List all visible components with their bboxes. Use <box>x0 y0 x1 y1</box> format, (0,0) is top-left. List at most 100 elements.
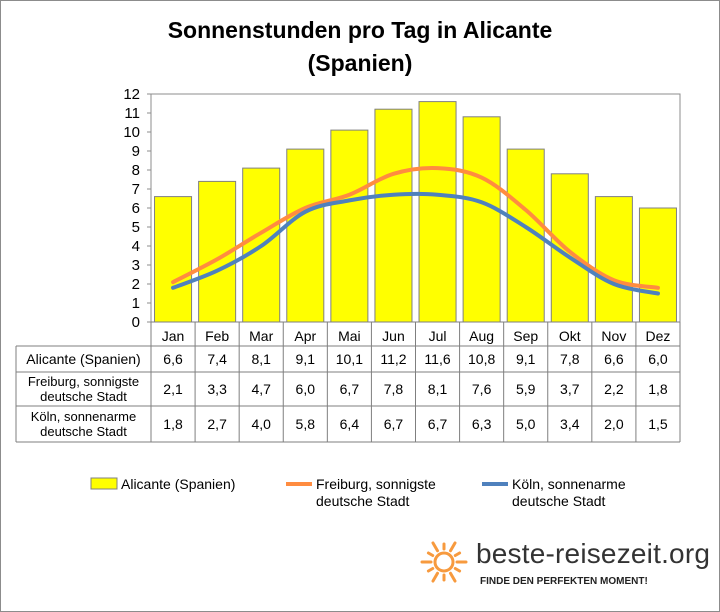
bar <box>418 101 457 323</box>
sun-ray <box>426 551 435 557</box>
table-value: 6,7 <box>340 381 360 397</box>
row-label: Köln, sonnenarme <box>31 409 137 424</box>
category-label: Aug <box>469 328 494 344</box>
category-label: Jul <box>429 328 447 344</box>
y-tick-label: 11 <box>124 105 140 122</box>
y-tick-label: 8 <box>132 162 140 179</box>
y-tick-label: 9 <box>132 143 140 160</box>
table-value: 2,1 <box>163 381 183 397</box>
chart-title: Sonnenstunden pro Tag in Alicante (Spani… <box>167 17 553 76</box>
table-value: 7,8 <box>384 381 404 397</box>
bar <box>330 129 369 323</box>
y-tick-label: 12 <box>123 86 140 103</box>
row-label: deutsche Stadt <box>40 424 127 439</box>
sun-icon <box>420 541 468 583</box>
table-value: 6,3 <box>472 416 492 432</box>
bar <box>286 148 325 323</box>
y-tick-label: 2 <box>132 276 140 293</box>
sun-ray <box>426 567 435 573</box>
table-value: 6,4 <box>340 416 360 432</box>
row-label: Freiburg, sonnigste <box>28 374 139 389</box>
category-label: Jun <box>382 328 405 344</box>
table-value: 4,7 <box>251 381 271 397</box>
row-label: deutsche Stadt <box>40 389 127 404</box>
table-value: 7,8 <box>560 351 580 367</box>
table-value: 6,6 <box>604 351 624 367</box>
legend-label-koeln: Köln, sonnenarme <box>512 476 626 492</box>
category-label: Jan <box>162 328 185 344</box>
y-tick-label: 5 <box>132 219 140 236</box>
line-series <box>171 165 660 296</box>
category-label: Apr <box>294 328 316 344</box>
y-tick-label: 10 <box>123 124 140 141</box>
y-tick-label: 1 <box>132 295 140 312</box>
table-value: 5,0 <box>516 416 536 432</box>
table-value: 1,8 <box>648 381 668 397</box>
category-label: Mar <box>249 328 273 344</box>
table-value: 9,1 <box>296 351 316 367</box>
table-value: 2,2 <box>604 381 624 397</box>
category-label: Sep <box>513 328 538 344</box>
table-value: 3,3 <box>207 381 227 397</box>
sun-ray <box>449 571 457 583</box>
table-value: 6,6 <box>163 351 183 367</box>
table-value: 9,1 <box>516 351 536 367</box>
bar <box>594 196 633 323</box>
sun-ray <box>431 571 439 583</box>
table-value: 1,8 <box>163 416 183 432</box>
table-value: 10,1 <box>336 351 363 367</box>
legend: Alicante (Spanien) Freiburg, sonnigstedeu… <box>90 476 626 509</box>
category-label: Dez <box>646 328 671 344</box>
logo-tagline: FINDE DEN PERFEKTEN MOMENT! <box>480 576 648 587</box>
category-label: Feb <box>205 328 229 344</box>
legend-label-koeln: deutsche Stadt <box>512 493 606 509</box>
table-value: 6,0 <box>296 381 316 397</box>
y-tick-label: 0 <box>132 314 140 331</box>
table-value: 11,6 <box>424 351 450 367</box>
legend-label-freiburg: deutsche Stadt <box>316 493 410 509</box>
table-value: 6,7 <box>428 416 448 432</box>
bar <box>154 196 193 323</box>
sun-ray <box>453 551 462 557</box>
line-koeln <box>171 191 660 296</box>
data-table: Jan Feb Mar Apr Mai Jun Jul Aug Sep Okt Nov Dez Alic… <box>15 321 681 443</box>
sun-ray <box>449 541 457 553</box>
y-tick-label: 3 <box>132 257 140 274</box>
table-value: 11,2 <box>380 351 406 367</box>
y-tick-label: 4 <box>132 238 140 255</box>
logo-text: beste-reisezeit.org <box>476 538 711 569</box>
table-value: 7,6 <box>472 381 492 397</box>
table-value: 2,0 <box>604 416 624 432</box>
line-freiburg <box>171 165 660 290</box>
y-tick-label: 6 <box>132 200 140 217</box>
table-value: 8,1 <box>251 351 271 367</box>
table-value: 6,7 <box>384 416 404 432</box>
category-label: Okt <box>559 328 581 344</box>
table-value: 1,5 <box>648 416 668 432</box>
sun-ray <box>453 567 462 573</box>
table-value: 5,8 <box>296 416 316 432</box>
table-value: 6,0 <box>648 351 668 367</box>
bar <box>462 116 501 323</box>
table-value: 5,9 <box>516 381 536 397</box>
legend-swatch-alicante <box>90 477 118 490</box>
table-value: 8,1 <box>428 381 448 397</box>
table-value: 2,7 <box>207 416 227 432</box>
table-value: 10,8 <box>468 351 495 367</box>
table-value: 7,4 <box>207 351 227 367</box>
legend-label-freiburg: Freiburg, sonnigste <box>316 476 436 492</box>
sun-ray <box>431 541 439 553</box>
y-tick-label: 7 <box>132 181 140 198</box>
legend-label-alicante: Alicante (Spanien) <box>121 476 235 492</box>
table-value: 4,0 <box>251 416 271 432</box>
category-label: Mai <box>338 328 361 344</box>
table-value: 3,7 <box>560 381 580 397</box>
bar <box>374 108 413 323</box>
logo[interactable]: beste-reisezeit.org FINDE DEN PERFEKTEN … <box>418 532 711 602</box>
category-label: Nov <box>601 328 626 344</box>
bar-series <box>154 101 677 323</box>
row-label: Alicante (Spanien) <box>26 351 140 367</box>
bar <box>638 207 677 323</box>
